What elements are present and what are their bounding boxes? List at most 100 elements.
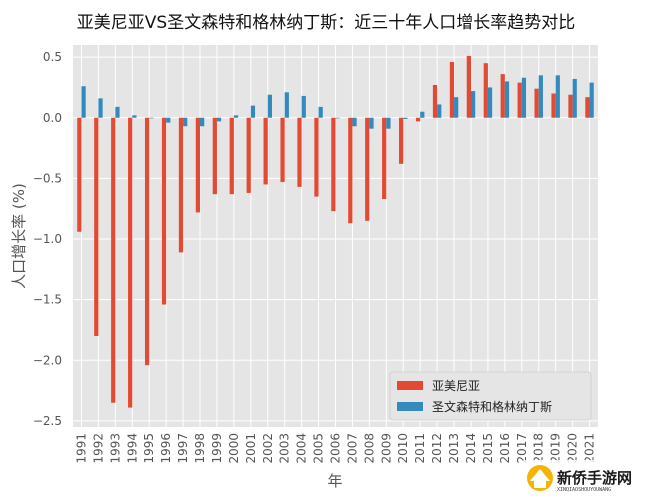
x-tick-label: 1999 (210, 433, 224, 464)
bar-armenia-1998 (195, 117, 201, 213)
bar-armenia-1997 (178, 117, 184, 253)
legend-swatch-armenia (397, 381, 423, 390)
watermark-subtitle: XINQIAOSHOUYOUWANG (557, 487, 611, 493)
bar-armenia-2017 (517, 82, 522, 118)
x-tick-label: 2021 (583, 433, 597, 464)
bar-armenia-2018 (534, 88, 539, 118)
x-tick-label: 2002 (261, 433, 275, 464)
x-axis-label: 年 (327, 472, 342, 490)
x-tick-label: 2014 (464, 433, 478, 464)
bar-armenia-2019 (551, 93, 556, 118)
x-tick-label: 2011 (413, 433, 427, 464)
bar-armenia-2001 (246, 117, 251, 193)
x-tick-label: 2008 (362, 433, 376, 464)
x-tick-label: 2020 (566, 433, 580, 464)
bar-svg-2009 (386, 117, 391, 129)
bar-armenia-1991 (77, 117, 82, 232)
house-logo-icon (527, 465, 553, 491)
bar-svg-2014 (470, 91, 476, 118)
bar-svg-2008 (369, 117, 374, 129)
bar-armenia-1999 (212, 117, 217, 195)
legend-label-armenia: 亚美尼亚 (432, 379, 480, 393)
y-tick-label: 0.5 (43, 50, 62, 64)
y-tick-label: −0.5 (33, 171, 62, 185)
bar-svg-2020 (572, 78, 577, 118)
bar-svg-2012 (437, 104, 442, 118)
x-tick-label: 2018 (532, 433, 546, 464)
bar-armenia-2011 (415, 117, 421, 122)
bar-armenia-2020 (568, 94, 573, 118)
bar-armenia-1995 (144, 117, 150, 366)
watermark-title: 新侨手游网 (557, 469, 632, 487)
watermark-bg (520, 460, 648, 497)
y-tick-label: −1.0 (33, 232, 62, 246)
bar-armenia-2002 (263, 117, 268, 185)
bar-svg-2017 (521, 77, 527, 118)
bar-svg-2010 (403, 117, 408, 119)
legend-box (389, 371, 592, 421)
bar-armenia-1994 (128, 117, 133, 408)
bar-svg-1995 (149, 117, 154, 119)
x-tick-label: 1998 (193, 433, 207, 464)
x-tick-label: 2015 (481, 433, 495, 464)
bar-svg-1992 (98, 98, 103, 118)
bar-svg-1991 (81, 86, 86, 118)
bar-svg-2018 (538, 75, 543, 118)
bar-svg-2000 (233, 115, 239, 118)
x-tick-label: 1996 (159, 433, 173, 464)
bar-armenia-2021 (585, 97, 590, 118)
bar-armenia-2009 (382, 117, 387, 200)
y-tick-label: 0.0 (43, 111, 62, 125)
bar-armenia-2007 (348, 117, 353, 224)
x-tick-label: 2003 (278, 433, 292, 464)
bar-armenia-1996 (161, 117, 167, 305)
bar-svg-2019 (555, 75, 560, 118)
bar-svg-1998 (200, 117, 205, 127)
legend-label-svg: 圣文森特和格林纳丁斯 (432, 399, 552, 414)
bar-svg-2011 (420, 111, 425, 118)
x-tick-label: 2000 (227, 433, 241, 464)
x-tick-label: 1995 (142, 433, 156, 464)
x-tick-label: 2012 (430, 433, 444, 464)
bar-armenia-2004 (297, 117, 302, 187)
x-tick-label: 2013 (447, 433, 461, 464)
y-tick-label: −2.5 (33, 414, 62, 428)
bar-svg-1999 (216, 117, 222, 122)
bar-armenia-1993 (111, 117, 116, 403)
bar-armenia-2000 (229, 117, 234, 195)
bar-svg-1997 (183, 117, 188, 127)
bar-svg-2021 (589, 82, 594, 118)
bar-armenia-2015 (483, 63, 488, 118)
x-tick-label: 2010 (396, 433, 410, 464)
x-tick-labels: 1991 1992 1993 1994 1995 1996 1997 1998 1999 2000… (74, 433, 596, 464)
x-tick-label: 2001 (244, 433, 258, 464)
x-tick-label: 2006 (329, 433, 343, 464)
x-tick-label: 1997 (176, 433, 190, 464)
bar-armenia-2008 (365, 117, 370, 221)
legend: 亚美尼亚 圣文森特和格林纳丁斯 (389, 371, 592, 421)
bar-armenia-1992 (94, 117, 99, 337)
y-tick-labels: 0.5 0.0 −0.5 −1.0 −1.5 −2.0 −2.5 (33, 50, 62, 428)
x-tick-label: 1992 (91, 433, 105, 464)
x-tick-label: 2016 (498, 433, 512, 464)
x-tick-label: 1993 (108, 433, 122, 464)
x-tick-label: 2007 (345, 433, 359, 464)
bar-svg-2013 (454, 97, 459, 118)
x-tick-label: 2009 (379, 433, 393, 464)
bar-svg-1994 (132, 115, 137, 118)
x-tick-label: 2004 (295, 433, 309, 464)
bar-svg-2016 (504, 81, 510, 118)
bar-svg-2015 (487, 87, 493, 118)
x-tick-label: 2005 (312, 433, 326, 464)
x-tick-label: 1994 (125, 433, 139, 464)
chart-title: 亚美尼亚VS圣文森特和格林纳丁斯：近三十年人口增长率趋势对比 (77, 13, 575, 33)
bar-svg-2002 (267, 94, 272, 118)
bar-armenia-2010 (399, 117, 404, 164)
bar-armenia-2003 (280, 117, 285, 183)
bar-armenia-2016 (500, 74, 505, 118)
bar-svg-2006 (335, 117, 340, 119)
bar-armenia-2006 (331, 117, 336, 212)
legend-swatch-svg (397, 402, 423, 411)
y-tick-label: −2.0 (33, 353, 62, 367)
bar-svg-2003 (284, 92, 289, 118)
